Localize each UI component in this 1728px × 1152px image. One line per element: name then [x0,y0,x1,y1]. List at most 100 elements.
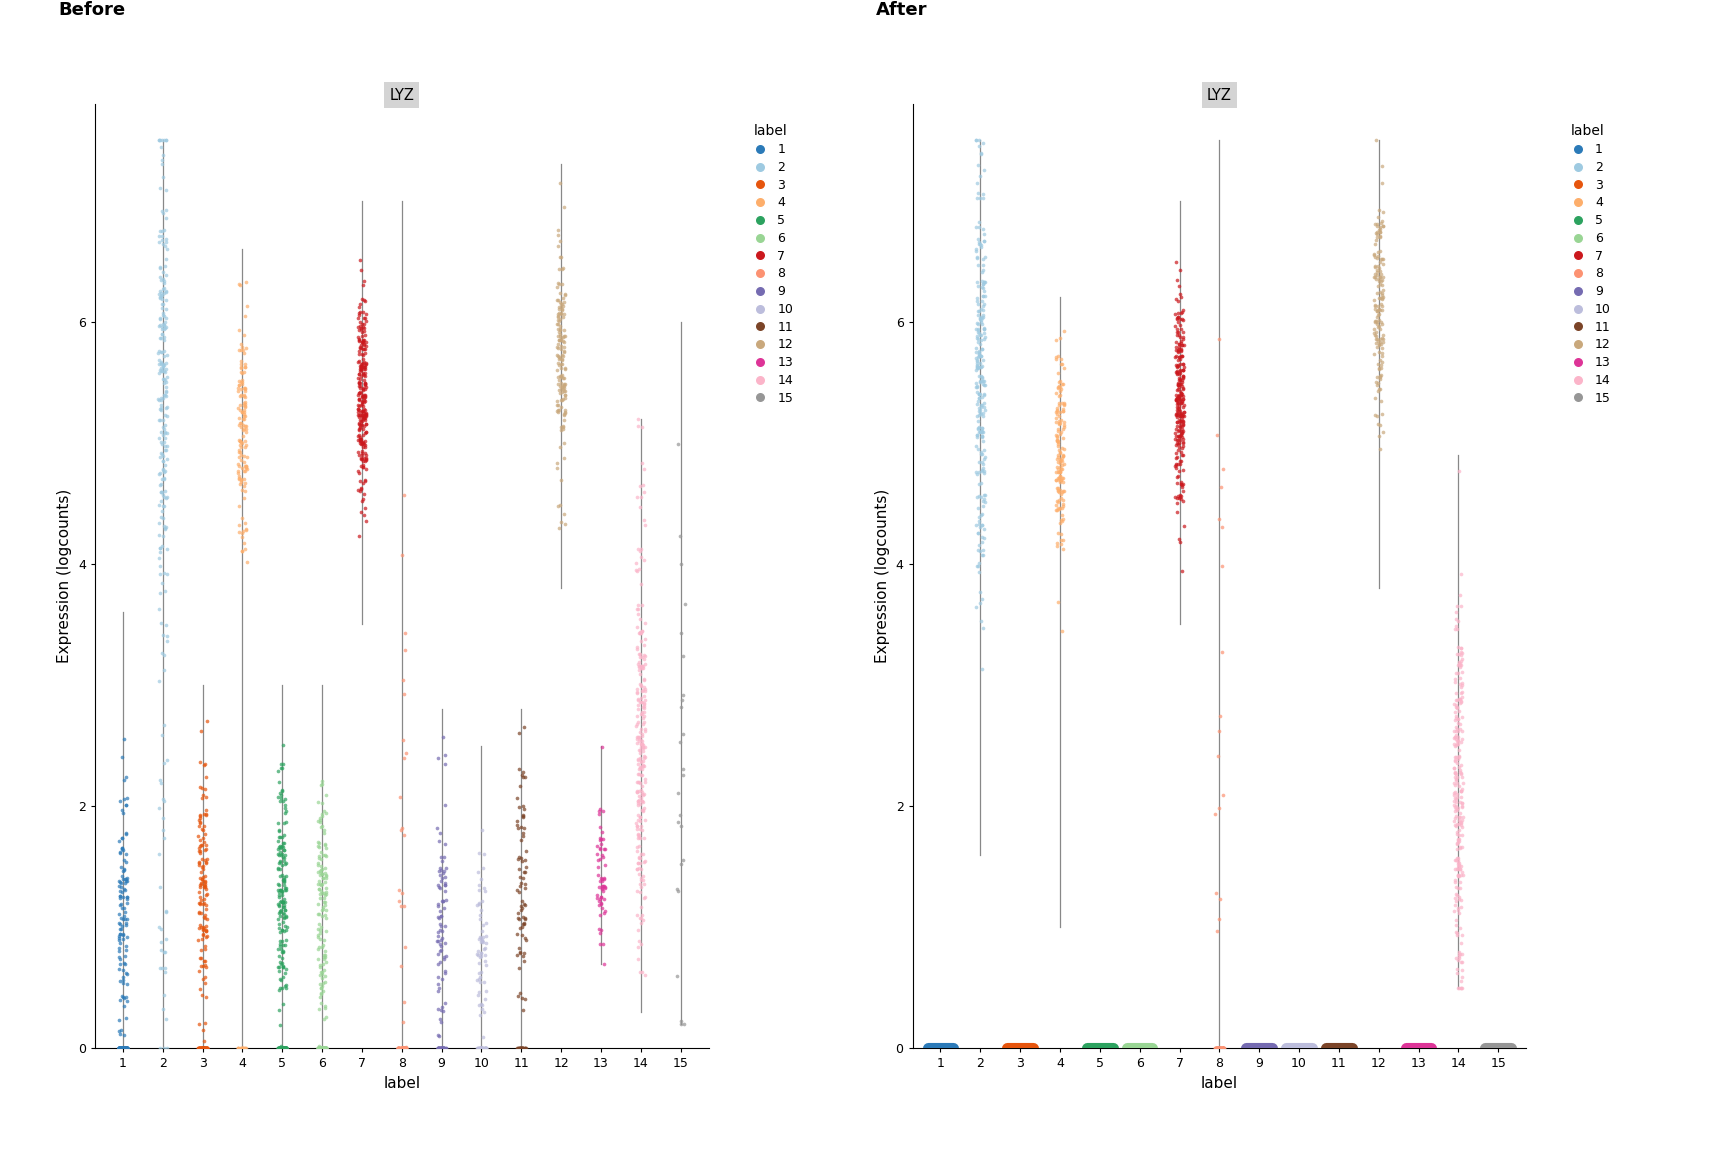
Point [1446,854,1474,872]
Point [188,1039,216,1058]
Point [308,1039,335,1058]
Point [346,384,373,402]
Point [968,314,995,333]
Point [626,744,653,763]
Point [111,903,138,922]
Point [225,442,252,461]
Point [266,1039,294,1058]
Point [1443,644,1471,662]
Point [185,918,213,937]
Point [351,387,378,406]
Point [225,1039,252,1058]
Point [349,419,377,438]
Point [968,272,995,290]
Point [544,347,572,365]
Point [1446,691,1474,710]
Point [107,1039,135,1058]
Point [351,334,378,353]
Point [190,1039,218,1058]
Point [425,878,453,896]
Point [1363,131,1391,150]
Point [1446,888,1474,907]
Point [969,308,997,326]
Point [1365,220,1393,238]
Point [268,901,295,919]
Point [551,411,579,430]
Point [1044,499,1071,517]
Point [427,1039,454,1058]
Point [273,1039,301,1058]
Point [1367,223,1394,242]
Point [273,978,301,996]
Point [544,221,572,240]
Point [1443,948,1471,967]
Point [966,347,994,365]
Point [1161,338,1189,356]
Point [349,357,377,376]
Point [971,287,999,305]
Point [194,1039,221,1058]
Point [964,499,992,517]
Point [506,1039,534,1058]
Point [626,854,653,872]
Point [1206,1039,1234,1058]
Point [629,871,657,889]
Point [1049,402,1077,420]
Point [187,1039,214,1058]
Point [470,916,498,934]
Point [962,426,990,445]
Point [962,131,990,150]
Point [1441,691,1469,710]
Point [1166,347,1194,365]
Point [311,996,339,1015]
Point [1166,374,1194,393]
Point [264,881,292,900]
Point [147,537,175,555]
Point [430,1039,458,1058]
Point [629,622,657,641]
Point [107,1039,135,1058]
Point [308,1039,335,1058]
Point [268,782,295,801]
Point [185,1039,213,1058]
Point [150,483,178,501]
Point [309,946,337,964]
Point [112,852,140,871]
Point [111,1039,138,1058]
Point [551,320,579,339]
Point [1443,790,1471,809]
Point [1204,910,1232,929]
Point [966,583,994,601]
Point [266,1039,294,1058]
Point [467,1039,494,1058]
Point [225,321,252,340]
Point [349,452,377,470]
Point [1165,402,1192,420]
Point [271,920,299,939]
Point [962,131,990,150]
Point [423,982,451,1000]
Point [190,825,218,843]
Point [966,541,994,560]
Point [429,892,456,910]
Point [150,470,178,488]
Point [309,977,337,995]
Point [1365,301,1393,319]
Point [1047,525,1075,544]
Point [964,230,992,249]
Point [150,274,178,293]
Point [192,1039,219,1058]
Point [968,312,995,331]
Point [669,765,696,783]
Point [1044,453,1071,471]
Point [1047,499,1075,517]
Point [465,954,492,972]
Point [194,712,221,730]
Point [107,1039,135,1058]
Point [228,541,256,560]
Point [392,1039,420,1058]
Point [551,515,579,533]
Point [188,829,216,848]
Point [1165,387,1192,406]
Point [185,1039,213,1058]
